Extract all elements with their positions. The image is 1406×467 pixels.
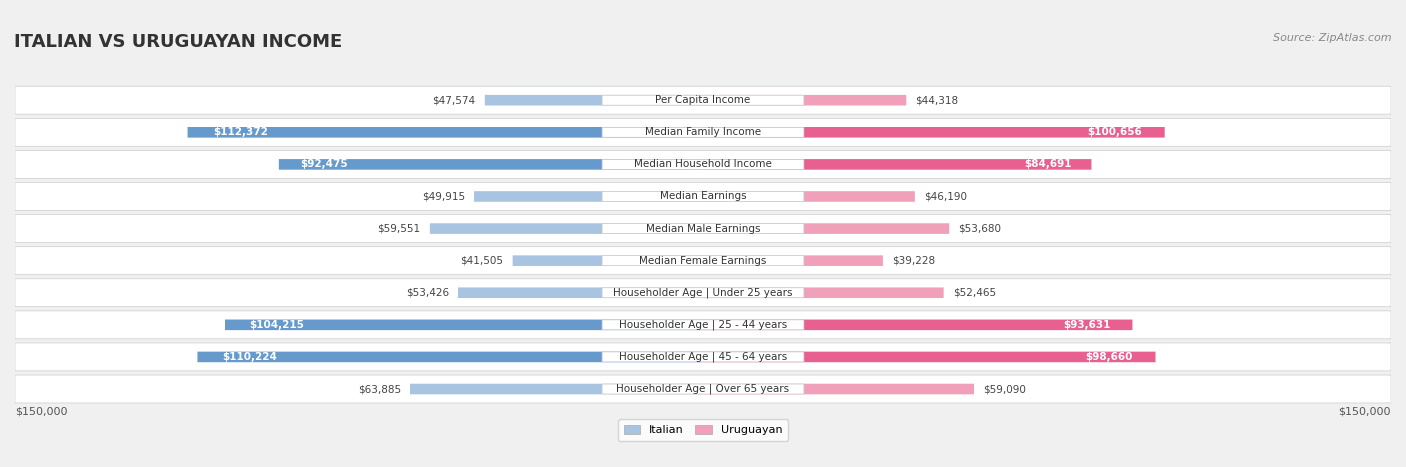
- FancyBboxPatch shape: [15, 343, 1391, 371]
- FancyBboxPatch shape: [703, 352, 1156, 362]
- FancyBboxPatch shape: [602, 256, 804, 266]
- Text: $84,691: $84,691: [1025, 159, 1071, 170]
- FancyBboxPatch shape: [703, 223, 949, 234]
- FancyBboxPatch shape: [278, 159, 703, 170]
- Text: Householder Age | 45 - 64 years: Householder Age | 45 - 64 years: [619, 352, 787, 362]
- Text: Householder Age | 25 - 44 years: Householder Age | 25 - 44 years: [619, 319, 787, 330]
- Text: $112,372: $112,372: [214, 127, 269, 137]
- Text: $100,656: $100,656: [1087, 127, 1142, 137]
- FancyBboxPatch shape: [15, 311, 1391, 339]
- Text: $150,000: $150,000: [1339, 407, 1391, 417]
- Text: $52,465: $52,465: [953, 288, 995, 298]
- FancyBboxPatch shape: [513, 255, 703, 266]
- FancyBboxPatch shape: [474, 191, 703, 202]
- Text: $41,505: $41,505: [460, 255, 503, 266]
- FancyBboxPatch shape: [703, 191, 915, 202]
- Text: $47,574: $47,574: [433, 95, 475, 105]
- FancyBboxPatch shape: [602, 288, 804, 298]
- FancyBboxPatch shape: [703, 384, 974, 394]
- Text: $110,224: $110,224: [222, 352, 277, 362]
- Text: $92,475: $92,475: [299, 159, 347, 170]
- FancyBboxPatch shape: [15, 279, 1391, 307]
- FancyBboxPatch shape: [602, 127, 804, 137]
- FancyBboxPatch shape: [703, 95, 907, 106]
- Text: Per Capita Income: Per Capita Income: [655, 95, 751, 105]
- FancyBboxPatch shape: [15, 86, 1391, 114]
- Text: $49,915: $49,915: [422, 191, 465, 201]
- FancyBboxPatch shape: [703, 288, 943, 298]
- Text: Median Male Earnings: Median Male Earnings: [645, 224, 761, 234]
- FancyBboxPatch shape: [703, 255, 883, 266]
- FancyBboxPatch shape: [602, 159, 804, 170]
- Text: Householder Age | Under 25 years: Householder Age | Under 25 years: [613, 288, 793, 298]
- FancyBboxPatch shape: [602, 384, 804, 394]
- FancyBboxPatch shape: [602, 95, 804, 105]
- Text: $53,426: $53,426: [406, 288, 449, 298]
- Text: Median Female Earnings: Median Female Earnings: [640, 255, 766, 266]
- FancyBboxPatch shape: [15, 183, 1391, 211]
- FancyBboxPatch shape: [430, 223, 703, 234]
- Text: $59,090: $59,090: [983, 384, 1026, 394]
- Text: Median Household Income: Median Household Income: [634, 159, 772, 170]
- Text: $93,631: $93,631: [1063, 320, 1111, 330]
- Legend: Italian, Uruguayan: Italian, Uruguayan: [619, 419, 787, 441]
- Text: ITALIAN VS URUGUAYAN INCOME: ITALIAN VS URUGUAYAN INCOME: [14, 33, 342, 51]
- Text: $63,885: $63,885: [357, 384, 401, 394]
- Text: $44,318: $44,318: [915, 95, 959, 105]
- FancyBboxPatch shape: [15, 215, 1391, 242]
- FancyBboxPatch shape: [458, 288, 703, 298]
- FancyBboxPatch shape: [602, 191, 804, 201]
- Text: $104,215: $104,215: [249, 320, 304, 330]
- FancyBboxPatch shape: [15, 375, 1391, 403]
- FancyBboxPatch shape: [703, 127, 1164, 138]
- FancyBboxPatch shape: [187, 127, 703, 138]
- FancyBboxPatch shape: [15, 247, 1391, 275]
- Text: $150,000: $150,000: [15, 407, 67, 417]
- Text: Householder Age | Over 65 years: Householder Age | Over 65 years: [616, 384, 790, 394]
- FancyBboxPatch shape: [602, 352, 804, 362]
- FancyBboxPatch shape: [15, 118, 1391, 146]
- Text: $53,680: $53,680: [959, 224, 1001, 234]
- FancyBboxPatch shape: [15, 150, 1391, 178]
- FancyBboxPatch shape: [602, 320, 804, 330]
- FancyBboxPatch shape: [602, 224, 804, 234]
- Text: Median Family Income: Median Family Income: [645, 127, 761, 137]
- Text: $46,190: $46,190: [924, 191, 967, 201]
- FancyBboxPatch shape: [411, 384, 703, 394]
- FancyBboxPatch shape: [485, 95, 703, 106]
- FancyBboxPatch shape: [703, 159, 1091, 170]
- FancyBboxPatch shape: [703, 319, 1132, 330]
- Text: $59,551: $59,551: [378, 224, 420, 234]
- Text: Source: ZipAtlas.com: Source: ZipAtlas.com: [1274, 33, 1392, 42]
- Text: $98,660: $98,660: [1085, 352, 1133, 362]
- Text: $39,228: $39,228: [891, 255, 935, 266]
- FancyBboxPatch shape: [225, 319, 703, 330]
- Text: Median Earnings: Median Earnings: [659, 191, 747, 201]
- FancyBboxPatch shape: [197, 352, 703, 362]
